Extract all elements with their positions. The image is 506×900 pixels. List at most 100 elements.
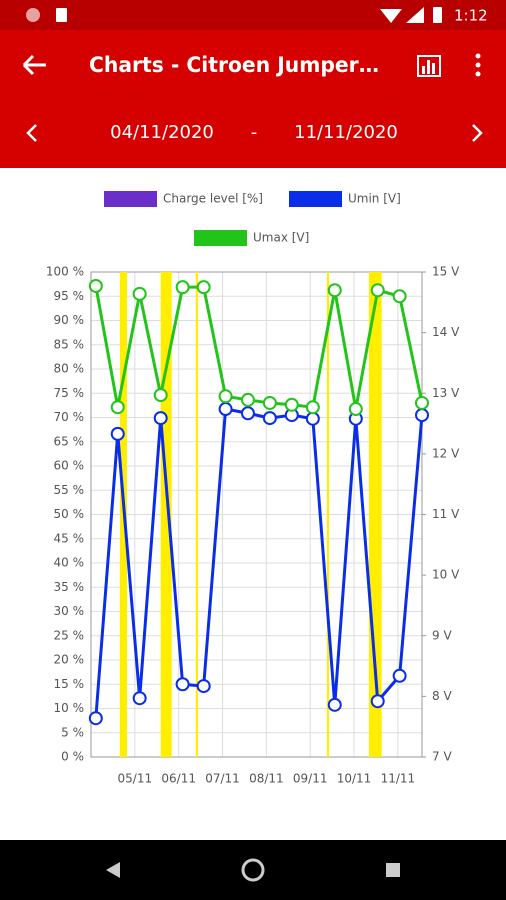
- data-point: [132, 286, 147, 301]
- icon-bar: [422, 66, 425, 74]
- nav-back[interactable]: [106, 862, 120, 878]
- data-point: [392, 668, 407, 683]
- data-point: [88, 278, 103, 293]
- y-tick-label: 55 %: [54, 483, 85, 497]
- nav-home[interactable]: [241, 858, 265, 882]
- y-tick-label: 60 %: [54, 459, 85, 473]
- data-point: [175, 280, 190, 295]
- x-tick-label: 10/11: [337, 772, 372, 786]
- plot-frame: [90, 271, 423, 758]
- y-tick-label: 15 %: [54, 677, 85, 691]
- series-line: [94, 407, 424, 719]
- y-tick-label: 20 %: [54, 653, 85, 667]
- data-point: [175, 677, 190, 692]
- chart-type-button[interactable]: [417, 55, 441, 77]
- x-tick-label: 09/11: [293, 772, 328, 786]
- y2-tick-label: 14 V: [432, 325, 460, 339]
- data-point: [88, 711, 103, 726]
- date-separator: -: [251, 122, 258, 143]
- x-tick-label: 05/11: [118, 772, 153, 786]
- sd-icon: [56, 8, 67, 22]
- legend-label: Charge level [%]: [163, 192, 263, 206]
- y2-tick-label: 11 V: [432, 507, 460, 521]
- data-point: [370, 283, 385, 298]
- data-point: [196, 280, 211, 295]
- highlight-band: [195, 272, 198, 757]
- y-tick-label: 75 %: [54, 386, 85, 400]
- legend-swatch: [194, 230, 247, 246]
- data-point: [370, 694, 385, 709]
- icon-frame: [417, 55, 441, 77]
- legend-label: Umax [V]: [253, 231, 309, 245]
- date-to[interactable]: 11/11/2020: [294, 122, 398, 143]
- y-tick-label: 10 %: [54, 701, 85, 715]
- data-point: [196, 679, 211, 694]
- next-button[interactable]: [472, 124, 483, 142]
- y-tick-label: 85 %: [54, 337, 85, 351]
- y2-tick-label: 10 V: [432, 568, 460, 582]
- navigation-bar: [0, 840, 506, 900]
- y-tick-label: 65 %: [54, 434, 85, 448]
- signal-icon: [406, 7, 424, 23]
- x-tick-label: 07/11: [205, 772, 240, 786]
- data-point: [110, 426, 125, 441]
- data-point: [348, 402, 363, 417]
- y2-tick-label: 7 V: [432, 750, 452, 764]
- data-point: [415, 395, 429, 410]
- wifi-icon: [380, 9, 402, 23]
- y-tick-label: 95 %: [54, 289, 85, 303]
- status-bar: 1:12: [0, 0, 506, 30]
- y2-tick-label: 13 V: [432, 386, 460, 400]
- series-line: [94, 285, 424, 411]
- y2-tick-label: 9 V: [432, 628, 452, 642]
- icon-bar: [427, 60, 430, 74]
- data-point: [153, 388, 168, 403]
- dot: [475, 71, 481, 77]
- x-tick-label: 06/11: [161, 772, 196, 786]
- legend-swatch: [289, 191, 342, 207]
- data-point: [132, 691, 147, 706]
- data-point: [305, 400, 320, 415]
- menu-button[interactable]: [475, 53, 481, 77]
- nav-recent[interactable]: [386, 863, 400, 877]
- y-tick-label: 70 %: [54, 410, 85, 424]
- data-point: [110, 400, 125, 415]
- chart: Charge level [%] Umin [V] Umax [V] 0 % 5 % 10…: [46, 191, 460, 786]
- y-tick-label: 35 %: [54, 580, 85, 594]
- data-point: [240, 406, 255, 421]
- data-point: [262, 411, 277, 426]
- date-from[interactable]: 04/11/2020: [110, 122, 214, 143]
- app-title: Charts - Citroen Jumper…: [89, 53, 379, 77]
- y-tick-label: 45 %: [54, 531, 85, 545]
- icon-bar: [432, 63, 435, 74]
- prev-button[interactable]: [26, 124, 37, 142]
- y2-tick-label: 8 V: [432, 689, 452, 703]
- app-bar: Charts - Citroen Jumper… 04/11/2020 - 11…: [0, 30, 506, 168]
- data-point: [153, 411, 168, 426]
- x-tick-label: 08/11: [249, 772, 284, 786]
- y2-tick-label: 12 V: [432, 446, 460, 460]
- y-tick-label: 90 %: [54, 313, 85, 327]
- data-point: [284, 397, 299, 412]
- y-tick-label: 40 %: [54, 556, 85, 570]
- data-point: [415, 408, 429, 423]
- y-tick-label: 80 %: [54, 362, 85, 376]
- clock: 1:12: [454, 7, 488, 25]
- data-point: [240, 392, 255, 407]
- battery-icon: [433, 7, 442, 23]
- dot: [475, 53, 481, 59]
- y-tick-label: 30 %: [54, 604, 85, 618]
- notification-icon: [26, 8, 40, 22]
- y-tick-label: 5 %: [61, 725, 84, 739]
- highlight-band: [160, 272, 172, 757]
- y-tick-label: 100 %: [46, 265, 84, 279]
- data-point: [305, 411, 320, 426]
- data-point: [392, 289, 407, 304]
- highlight-band: [326, 272, 330, 757]
- dot: [475, 62, 481, 68]
- x-tick-label: 11/11: [381, 772, 416, 786]
- legend-label: Umin [V]: [348, 192, 401, 206]
- y2-tick-label: 15 V: [432, 265, 460, 279]
- y-tick-label: 0 %: [61, 750, 84, 764]
- back-button[interactable]: [22, 54, 46, 76]
